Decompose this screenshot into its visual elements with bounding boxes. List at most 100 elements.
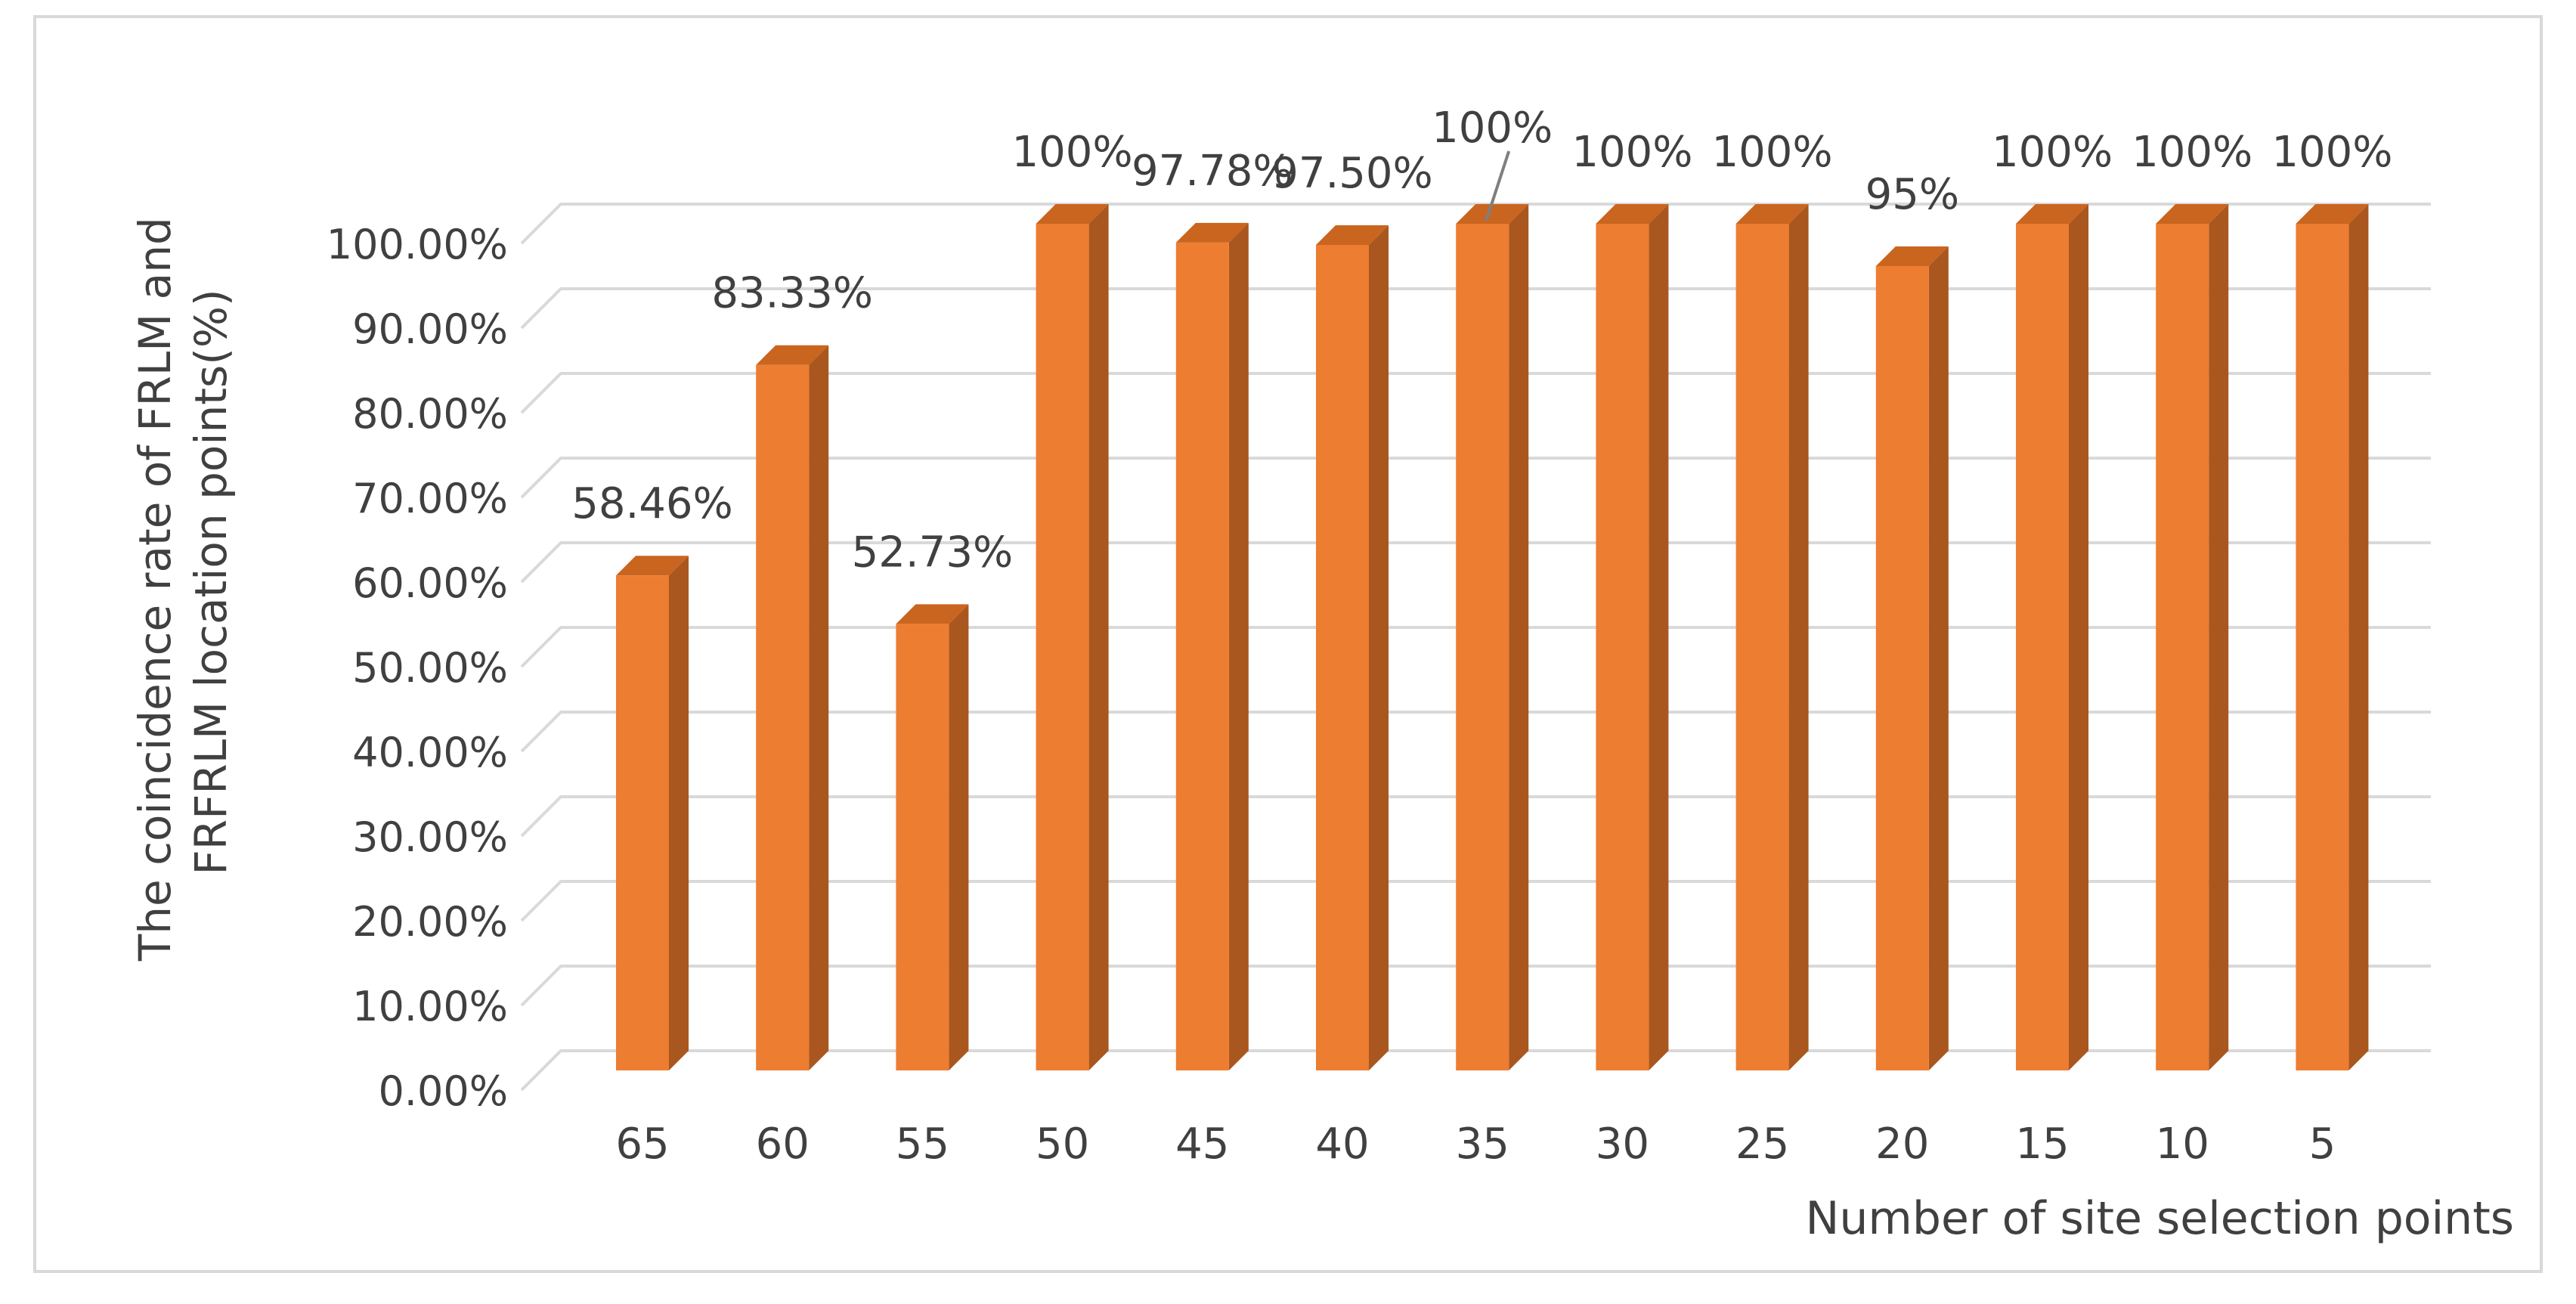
bar-15 (2016, 204, 2088, 1070)
bar-top (2296, 204, 2369, 224)
bar-side (2348, 204, 2369, 1070)
x-tick-label: 30 (1596, 1120, 1649, 1169)
bar-top (896, 604, 969, 624)
x-tick-label: 15 (2015, 1120, 2069, 1169)
y-tick-label: 10.00% (352, 983, 508, 1030)
x-tick-label: 10 (2156, 1120, 2209, 1169)
bar-30 (1596, 204, 1669, 1070)
x-axis-title: Number of site selection points (1806, 1192, 2514, 1245)
y-tick-label: 20.00% (352, 898, 508, 946)
bar-55 (896, 604, 969, 1070)
y-tick-label: 80.00% (352, 390, 508, 438)
data-label: 100% (1571, 128, 1692, 177)
data-label: 100% (2132, 128, 2252, 177)
data-label: 100% (1012, 128, 1133, 177)
bar-side (2069, 204, 2088, 1070)
bar-top (1596, 204, 1669, 224)
bar-front (896, 624, 949, 1070)
bars (616, 204, 2369, 1071)
y-tick-label: 70.00% (352, 475, 508, 522)
bar-top (1456, 204, 1529, 224)
data-label: 100% (2271, 128, 2392, 177)
y-axis-title-line-2: FRFRLM location points(%) (185, 289, 237, 875)
bar-top (756, 345, 829, 365)
y-axis-ticks: 0.00% 10.00% 20.00% 30.00% 40.00% 50.00% 60.00… (327, 221, 508, 1115)
y-tick-label: 90.00% (352, 305, 508, 353)
bar-front (1456, 224, 1509, 1070)
bar-side (1088, 204, 1109, 1070)
bar-front (1596, 224, 1649, 1070)
bar-40 (1316, 225, 1389, 1070)
bar-top (2156, 204, 2229, 224)
y-tick-label: 30.00% (352, 813, 508, 861)
bar-top (1036, 204, 1109, 224)
x-tick-label: 35 (1456, 1120, 1509, 1169)
bar-50 (1036, 204, 1109, 1070)
y-tick-label: 60.00% (352, 559, 508, 607)
x-tick-label: 40 (1315, 1120, 1369, 1169)
x-tick-label: 65 (615, 1120, 669, 1169)
y-tick-label: 100.00% (327, 221, 508, 268)
x-tick-label: 5 (2309, 1120, 2336, 1169)
bar-side (1228, 222, 1249, 1070)
bar-20 (1875, 246, 1949, 1070)
data-label: 58.46% (571, 479, 733, 528)
data-label: 97.50% (1271, 149, 1433, 198)
x-tick-label: 45 (1175, 1120, 1229, 1169)
bar-top (1735, 204, 1809, 224)
bar-front (1316, 245, 1369, 1070)
data-label: 95% (1865, 170, 1959, 219)
bar-top (616, 556, 689, 576)
bar-side (1788, 204, 1809, 1070)
bar-top (1875, 246, 1949, 266)
y-tick-label: 40.00% (352, 729, 508, 776)
bar-front (2156, 224, 2209, 1070)
chart-frame (33, 15, 2543, 1273)
y-tick-label: 50.00% (352, 644, 508, 692)
bar-side (2209, 204, 2229, 1070)
y-tick-label: 0.00% (378, 1067, 508, 1115)
x-tick-label: 55 (896, 1120, 949, 1169)
bar-front (1175, 242, 1229, 1070)
y-axis-title-line-1: The coincidence rate of FRLM and (129, 217, 181, 962)
data-label: 100% (1432, 104, 1553, 153)
bar-side (1649, 204, 1669, 1070)
x-axis-ticks: 65 60 55 50 45 40 35 30 25 20 15 10 5 (615, 1120, 2336, 1169)
bar-top (1175, 222, 1249, 243)
data-labels: 58.46%83.33%52.73%100%97.78%97.50%100% 10… (571, 104, 2392, 577)
x-tick-label: 20 (1875, 1120, 1929, 1169)
bar-side (1369, 225, 1389, 1070)
x-tick-label: 50 (1036, 1120, 1089, 1169)
bar-front (616, 575, 669, 1070)
bar-front (756, 364, 810, 1071)
bar-top (2016, 204, 2088, 224)
y-axis-title: The coincidence rate of FRLM and FRFRLM … (129, 203, 237, 962)
bar-side (669, 556, 689, 1070)
data-label: 83.33% (711, 269, 873, 318)
bar-front (1735, 224, 1789, 1070)
bar-front (1875, 266, 1929, 1070)
data-label: 100% (1712, 128, 1833, 177)
x-tick-label: 60 (756, 1120, 810, 1169)
data-label: 97.78% (1132, 147, 1293, 196)
bar-35 (1456, 204, 1529, 1070)
bar-side (1928, 246, 1949, 1070)
bar-25 (1735, 204, 1809, 1070)
x-tick-label: 25 (1735, 1120, 1789, 1169)
bar-front (1036, 224, 1089, 1070)
bar-65 (616, 556, 689, 1070)
bar-45 (1175, 222, 1249, 1070)
bar-front (2016, 224, 2069, 1070)
bar-10 (2156, 204, 2229, 1070)
bar-side (809, 345, 829, 1071)
bar-side (1509, 204, 1529, 1070)
bar-side (949, 604, 969, 1070)
bar-5 (2296, 204, 2369, 1070)
bar-60 (756, 345, 829, 1071)
data-label: 52.73% (852, 528, 1014, 577)
data-label: 100% (1992, 128, 2113, 177)
bar-top (1316, 225, 1389, 245)
bar-front (2296, 224, 2349, 1070)
